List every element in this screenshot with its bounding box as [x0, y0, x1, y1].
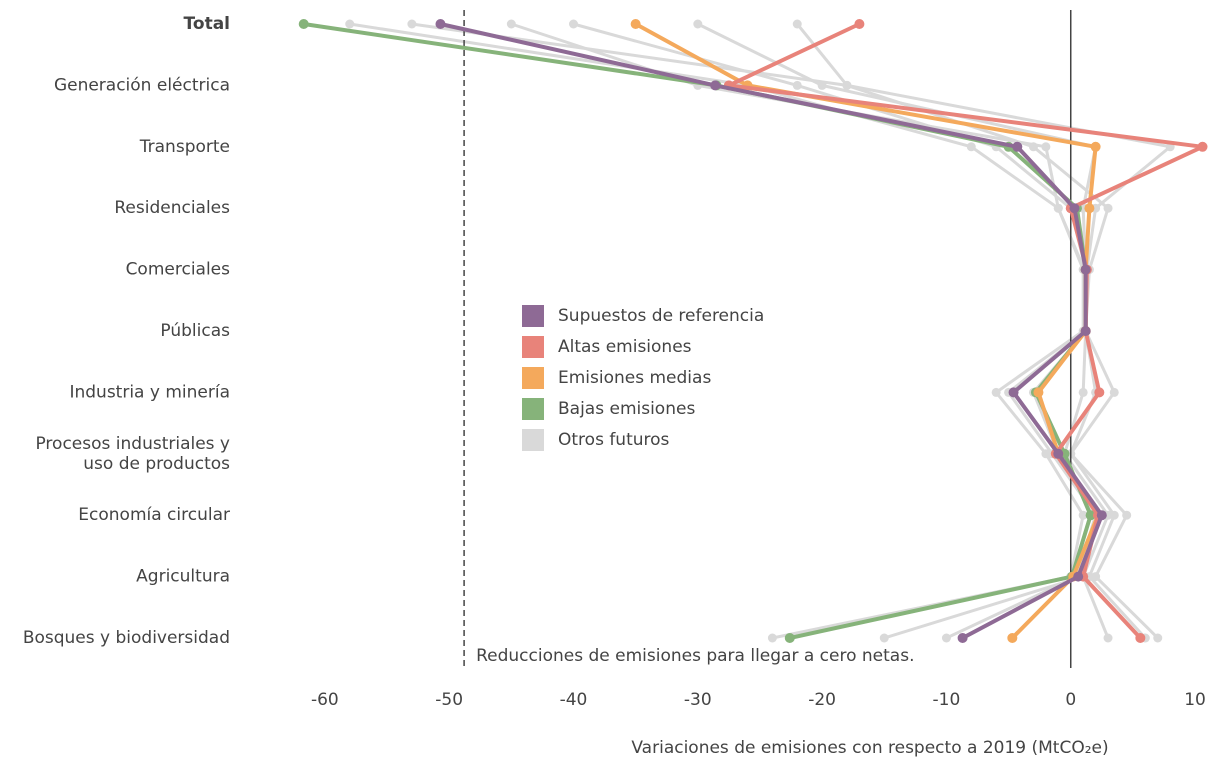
series-point: [1084, 203, 1095, 214]
legend-swatch: [522, 305, 544, 327]
series-point: [1080, 326, 1091, 336]
series-point: [1090, 141, 1101, 152]
other-future-point: [792, 80, 802, 90]
category-label-line: uso de productos: [83, 454, 230, 474]
other-future-point: [1078, 387, 1088, 397]
x-tick-label: -60: [311, 690, 339, 710]
legend-swatch: [522, 398, 544, 420]
other-future-point: [506, 19, 516, 29]
other-future-point: [767, 633, 777, 643]
series-point: [854, 19, 865, 29]
x-tick-label: -30: [684, 690, 712, 710]
series-point: [1053, 448, 1064, 459]
category-label: Agricultura: [136, 567, 230, 587]
x-axis-title: Variaciones de emisiones con respecto a …: [631, 738, 1108, 758]
other-future-point: [345, 19, 355, 29]
other-future-point: [1041, 449, 1051, 459]
legend-label: Supuestos de referencia: [558, 306, 764, 326]
series-point: [1135, 633, 1146, 643]
series-point: [1096, 510, 1107, 521]
category-label: Públicas: [160, 321, 230, 341]
category-label: Transporte: [139, 137, 230, 157]
series-point: [1007, 633, 1018, 643]
series-line: [726, 22, 1205, 640]
series-point: [435, 19, 446, 29]
category-label: Bosques y biodiversidad: [23, 628, 230, 648]
legend-swatch: [522, 429, 544, 451]
legend-label: Bajas emisiones: [558, 399, 695, 419]
other-future-line: [411, 22, 1159, 640]
x-tick-label: -40: [560, 690, 588, 710]
legend-label: Otros futuros: [558, 430, 670, 450]
series-point: [1033, 387, 1044, 398]
category-label: Economía circular: [78, 505, 230, 525]
series-point: [957, 633, 968, 643]
other-future-line: [697, 22, 1110, 639]
category-label: Generación eléctrica: [54, 75, 230, 95]
other-future-point: [1103, 203, 1113, 213]
other-future-point: [1122, 510, 1132, 520]
other-future-point: [1153, 633, 1163, 643]
other-future-point: [817, 80, 827, 90]
other-future-point: [1103, 633, 1113, 643]
series-point: [1012, 141, 1023, 152]
category-label: Total: [184, 14, 230, 34]
category-label: Residenciales: [114, 198, 230, 218]
other-future-point: [941, 633, 951, 643]
other-future-point: [568, 19, 578, 29]
other-future-point: [879, 633, 889, 643]
x-tick-label: 10: [1184, 690, 1206, 710]
x-tick-label: -50: [435, 690, 463, 710]
series-point: [1197, 141, 1208, 152]
series-point: [1069, 203, 1080, 214]
series-point: [298, 19, 309, 29]
series-point: [1080, 264, 1091, 275]
other-future-point: [1053, 203, 1063, 213]
series-point: [630, 19, 641, 29]
legend-swatch: [522, 367, 544, 389]
other-future-point: [966, 142, 976, 152]
category-label: Industria y minería: [69, 382, 230, 402]
x-tick-label: 0: [1065, 690, 1076, 710]
legend-label: Altas emisiones: [558, 337, 692, 357]
category-label: Procesos industriales y uso de productos: [35, 434, 230, 474]
series-point: [1008, 387, 1019, 398]
series-point: [1094, 387, 1105, 398]
other-future-point: [1078, 510, 1088, 520]
legend-swatch: [522, 336, 544, 358]
other-future-point: [991, 387, 1001, 397]
other-future-point: [1041, 142, 1051, 152]
category-label-line: Procesos industriales y: [35, 434, 230, 454]
series-point: [1073, 571, 1084, 582]
series-point: [1085, 510, 1096, 521]
other-future-point: [792, 19, 802, 29]
category-label: Comerciales: [126, 260, 231, 280]
other-future-point: [1109, 510, 1119, 520]
legend-label: Emisiones medias: [558, 368, 711, 388]
other-future-point: [842, 80, 852, 90]
series-point: [784, 633, 795, 643]
series-point: [710, 80, 721, 91]
reference-line-label: Reducciones de emisiones para llegar a c…: [476, 646, 914, 666]
other-future-point: [693, 19, 703, 29]
other-future-line: [573, 22, 1098, 640]
x-tick-label: -10: [933, 690, 961, 710]
other-future-point: [407, 19, 417, 29]
other-future-point: [1109, 387, 1119, 397]
x-tick-label: -20: [808, 690, 836, 710]
